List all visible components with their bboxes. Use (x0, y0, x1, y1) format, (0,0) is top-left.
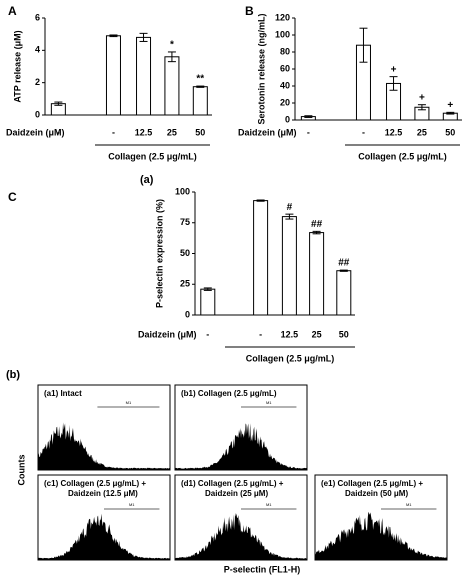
y-tick-label: 120 (275, 12, 290, 22)
y-tick-label: 0 (35, 109, 40, 119)
y-axis-label: Counts (16, 455, 26, 486)
y-tick-label: 100 (175, 186, 190, 196)
annotation: * (170, 40, 174, 51)
x-tick-label: 50 (445, 127, 455, 137)
y-tick-label: 4 (35, 45, 40, 55)
annotation: ## (311, 219, 323, 230)
error-bar (139, 32, 148, 42)
histogram-title: Daidzein (50 μM) (345, 489, 408, 498)
bar (336, 270, 352, 316)
histogram-title: (a1) Intact (44, 389, 82, 398)
gate-label: M1 (126, 400, 132, 405)
y-tick-label: 0 (185, 309, 190, 319)
group-label: Collagen (2.5 μg/mL) (358, 151, 447, 161)
group-label: Collagen (2.5 μg/mL) (108, 151, 197, 161)
group-label: Collagen (2.5 μg/mL) (246, 353, 335, 363)
histogram-title: Daidzein (12.5 μM) (68, 489, 138, 498)
error-bar (285, 213, 294, 220)
histogram (38, 513, 170, 560)
x-tick-label: - (259, 329, 262, 339)
error-bar (109, 34, 118, 38)
x-tick-label: 12.5 (135, 127, 153, 137)
y-tick-label: 100 (275, 29, 290, 39)
error-bar (359, 27, 368, 63)
annotation: + (419, 92, 425, 103)
error-bar (196, 85, 205, 88)
y-tick-label: 80 (280, 46, 290, 56)
y-tick-label: 0 (285, 114, 290, 124)
error-bar (304, 115, 313, 118)
bar (105, 35, 121, 116)
bar (309, 232, 325, 316)
y-tick-label: 40 (280, 80, 290, 90)
error-bar (256, 199, 265, 202)
x-tick-label: - (307, 127, 310, 137)
error-bar (446, 111, 455, 115)
y-tick-label: 25 (180, 279, 190, 289)
annotation: ## (338, 258, 350, 269)
bar (164, 56, 180, 116)
error-bar (389, 76, 398, 91)
x-row-label: Daidzein (μM) (6, 127, 65, 137)
x-tick-label: 50 (339, 329, 349, 339)
y-tick-label: 20 (280, 97, 290, 107)
annotation: ** (196, 74, 204, 85)
histogram-title: (b1) Collagen (2.5 μg/mL) (181, 389, 277, 398)
error-bar (339, 269, 348, 272)
panel-label: C (8, 190, 17, 204)
x-tick-label: 12.5 (281, 329, 299, 339)
bar (200, 288, 216, 316)
y-axis-label: ATP release (μM) (12, 30, 22, 102)
panel-label: A (8, 4, 17, 18)
y-tick-label: 2 (35, 77, 40, 87)
error-bar (203, 287, 212, 291)
bar (253, 200, 269, 316)
error-bar (312, 230, 321, 235)
annotation: + (391, 64, 397, 75)
x-tick-label: 25 (167, 127, 177, 137)
x-tick-label: 12.5 (385, 127, 403, 137)
panel-label: B (245, 4, 254, 18)
bar (136, 36, 152, 116)
x-tick-label: - (206, 329, 209, 339)
bar (192, 86, 208, 116)
histogram-title: (e1) Collagen (2.5 μg/mL) + (321, 479, 423, 488)
gate-label: M1 (129, 502, 135, 507)
x-tick-label: - (57, 127, 60, 137)
y-tick-label: 6 (35, 12, 40, 22)
annotation: # (287, 202, 293, 213)
x-tick-label: 25 (312, 329, 322, 339)
bar (281, 216, 297, 316)
gate-label: M1 (406, 502, 412, 507)
histogram (38, 422, 170, 470)
error-bar (167, 51, 176, 63)
y-tick-label: 75 (180, 217, 190, 227)
y-axis-label: P-selectin expression (%) (154, 199, 164, 308)
x-tick-label: 25 (417, 127, 427, 137)
error-bar (417, 104, 426, 111)
x-row-label: Daidzein (μM) (138, 329, 197, 339)
y-tick-label: 60 (280, 63, 290, 73)
x-tick-label: - (362, 127, 365, 137)
gate-label: M1 (266, 502, 272, 507)
panel-label: (b) (6, 369, 20, 381)
subtitle: (a) (140, 174, 154, 186)
x-row-label: Daidzein (μM) (238, 127, 297, 137)
x-tick-label: 50 (195, 127, 205, 137)
gate-label: M1 (266, 400, 272, 405)
x-axis-label: P-selectin (FL1-H) (224, 564, 301, 574)
y-axis-label: Serotonin release (ng/mL) (256, 13, 266, 124)
histogram (175, 512, 307, 560)
histogram-title: (d1) Collagen (2.5 μg/mL) + (181, 479, 284, 488)
annotation: + (447, 100, 453, 111)
histogram (175, 423, 307, 470)
error-bar (54, 101, 63, 106)
histogram-title: Daidzein (25 μM) (205, 489, 268, 498)
x-tick-label: - (112, 127, 115, 137)
histogram (315, 511, 447, 560)
y-tick-label: 50 (180, 248, 190, 258)
histogram-title: (c1) Collagen (2.5 μg/mL) + (44, 479, 146, 488)
